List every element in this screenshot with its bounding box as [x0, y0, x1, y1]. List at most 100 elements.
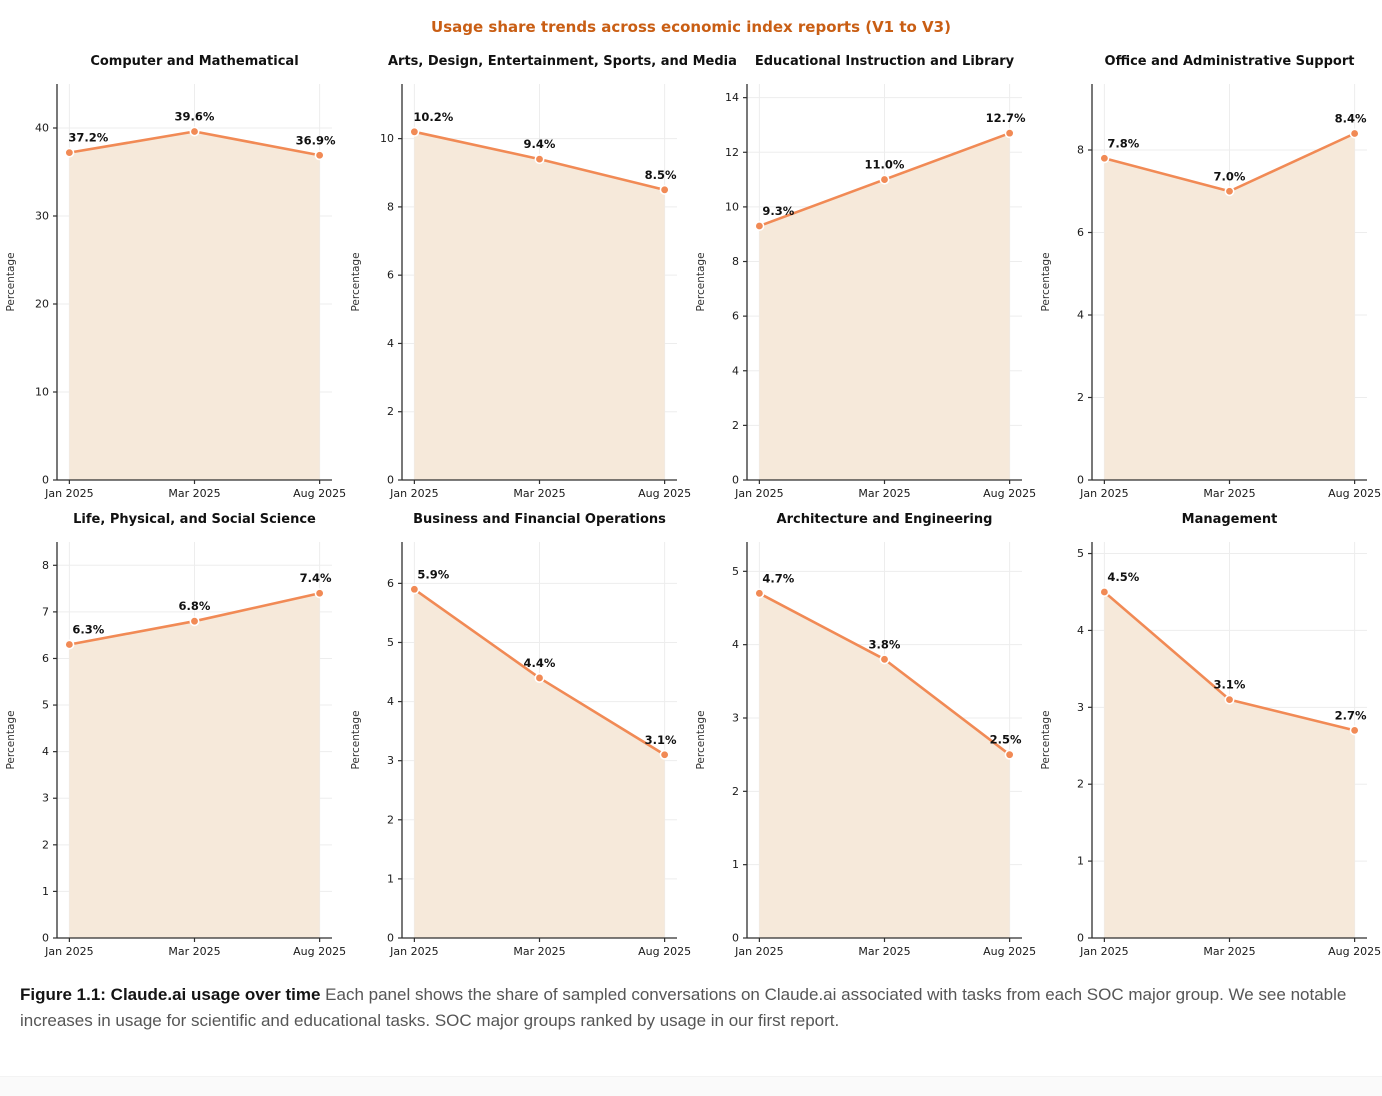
data-point-marker: [1099, 586, 1110, 597]
y-tick-label: 2: [42, 838, 49, 851]
data-point-marker: [1004, 749, 1015, 760]
y-tick-label: 1: [1077, 855, 1084, 868]
x-tick-label: Aug 2025: [638, 945, 691, 958]
x-tick-label: Mar 2025: [1203, 487, 1255, 500]
area-fill: [69, 593, 320, 938]
y-axis-label: Percentage: [350, 710, 362, 769]
y-tick-label: 0: [732, 932, 739, 945]
y-tick-label: 4: [732, 638, 739, 651]
panel-title: Architecture and Engineering: [776, 512, 993, 527]
line-chart: 0 1 2 3 4 5 6 Jan 2025 Mar 2025 Aug 2025 Percentag…: [350, 542, 691, 958]
data-point-marker: [1349, 128, 1360, 139]
figure-caption: Figure 1.1: Claude.ai usage over time Ea…: [20, 982, 1362, 1035]
data-point-marker: [879, 174, 890, 185]
y-tick-label: 6: [387, 269, 394, 282]
x-tick-label: Aug 2025: [1328, 487, 1381, 500]
line-chart: 0 2 4 6 8 10 Jan 2025 Mar 2025 Aug 2025 Percentag…: [350, 84, 691, 500]
data-point-marker: [754, 588, 765, 599]
line-chart: 0 1 2 3 4 5 Jan 2025 Mar 2025 Aug 2025 Percentage…: [1040, 542, 1381, 958]
y-tick-label: 5: [732, 565, 739, 578]
y-tick-label: 4: [1077, 624, 1084, 637]
y-tick-label: 1: [42, 885, 49, 898]
y-tick-label: 5: [1077, 547, 1084, 560]
y-tick-label: 0: [732, 474, 739, 487]
y-tick-label: 12: [725, 146, 739, 159]
y-axis-label: Percentage: [695, 252, 707, 311]
caption-text: Each panel shows the share of sampled co…: [20, 985, 1347, 1031]
x-tick-label: Jan 2025: [44, 487, 93, 500]
y-tick-label: 8: [387, 200, 394, 213]
data-point-label: 11.0%: [865, 158, 905, 172]
y-tick-label: 6: [387, 577, 394, 590]
x-tick-label: Aug 2025: [1328, 945, 1381, 958]
y-tick-label: 1: [732, 858, 739, 871]
data-point-label: 5.9%: [417, 567, 449, 581]
y-tick-label: 3: [42, 792, 49, 805]
x-tick-label: Aug 2025: [983, 487, 1036, 500]
y-tick-label: 0: [387, 474, 394, 487]
data-point-marker: [1349, 725, 1360, 736]
y-tick-label: 7: [42, 605, 49, 618]
chart-panel: Life, Physical, and Social Science 0 1 2 3 4…: [1, 508, 346, 966]
y-tick-label: 8: [1077, 144, 1084, 157]
data-point-marker: [189, 126, 200, 137]
data-point-marker: [64, 639, 75, 650]
data-point-marker: [1224, 186, 1235, 197]
y-tick-label: 0: [42, 932, 49, 945]
data-point-marker: [1004, 128, 1015, 139]
data-point-marker: [409, 584, 420, 595]
x-tick-label: Jan 2025: [1079, 487, 1128, 500]
area-fill: [69, 131, 320, 480]
data-point-label: 10.2%: [413, 110, 453, 124]
data-point-label: 7.0%: [1214, 169, 1246, 183]
data-point-label: 12.7%: [986, 111, 1026, 125]
area-fill: [414, 131, 665, 481]
x-tick-label: Mar 2025: [1203, 945, 1255, 958]
chart-panel: Management 0 1 2 3 4 5 Jan 2025 Mar 2025 Aug 202…: [1036, 508, 1381, 966]
y-tick-label: 4: [387, 337, 394, 350]
line-chart: 0 1 2 3 4 5 6 7 8 Jan 2025 Mar 2025 Aug 2025 Percent…: [5, 542, 346, 958]
panel-title: Life, Physical, and Social Science: [73, 512, 316, 527]
data-point-label: 9.4%: [524, 137, 556, 151]
data-point-marker: [1224, 694, 1235, 705]
data-point-marker: [409, 126, 420, 137]
y-tick-label: 10: [725, 200, 739, 213]
data-point-marker: [659, 749, 670, 760]
y-tick-label: 2: [387, 813, 394, 826]
data-point-marker: [879, 654, 890, 665]
y-tick-label: 4: [732, 364, 739, 377]
page-footer-band: [0, 1076, 1382, 1096]
y-tick-label: 4: [42, 745, 49, 758]
y-tick-label: 20: [35, 298, 49, 311]
chart-panel: Educational Instruction and Library 0 2 4 6…: [691, 50, 1036, 508]
y-tick-label: 5: [387, 636, 394, 649]
data-point-marker: [314, 588, 325, 599]
data-point-marker: [534, 672, 545, 683]
area-fill: [759, 133, 1010, 480]
y-tick-label: 0: [387, 932, 394, 945]
data-point-label: 4.4%: [524, 656, 556, 670]
panel-title: Office and Administrative Support: [1104, 54, 1355, 69]
y-tick-label: 3: [1077, 701, 1084, 714]
y-tick-label: 0: [1077, 474, 1084, 487]
y-tick-label: 0: [1077, 932, 1084, 945]
y-tick-label: 30: [35, 210, 49, 223]
y-tick-label: 6: [42, 652, 49, 665]
x-tick-label: Mar 2025: [168, 487, 220, 500]
y-tick-label: 10: [35, 386, 49, 399]
y-axis-label: Percentage: [5, 710, 17, 769]
y-tick-label: 6: [732, 310, 739, 323]
panel-title: Computer and Mathematical: [90, 54, 299, 69]
data-point-label: 6.8%: [179, 599, 211, 613]
y-tick-label: 14: [725, 91, 739, 104]
y-tick-label: 4: [1077, 309, 1084, 322]
x-tick-label: Aug 2025: [983, 945, 1036, 958]
x-tick-label: Jan 2025: [44, 945, 93, 958]
chart-panel: Architecture and Engineering 0 1 2 3 4 5 Jan 2…: [691, 508, 1036, 966]
panel-title: Management: [1181, 512, 1278, 527]
y-axis-label: Percentage: [5, 252, 17, 311]
caption-title: Figure 1.1: Claude.ai usage over time: [20, 985, 321, 1004]
area-fill: [414, 589, 665, 938]
chart-panel: Arts, Design, Entertainment, Sports, and…: [346, 50, 737, 508]
y-axis-label: Percentage: [695, 710, 707, 769]
